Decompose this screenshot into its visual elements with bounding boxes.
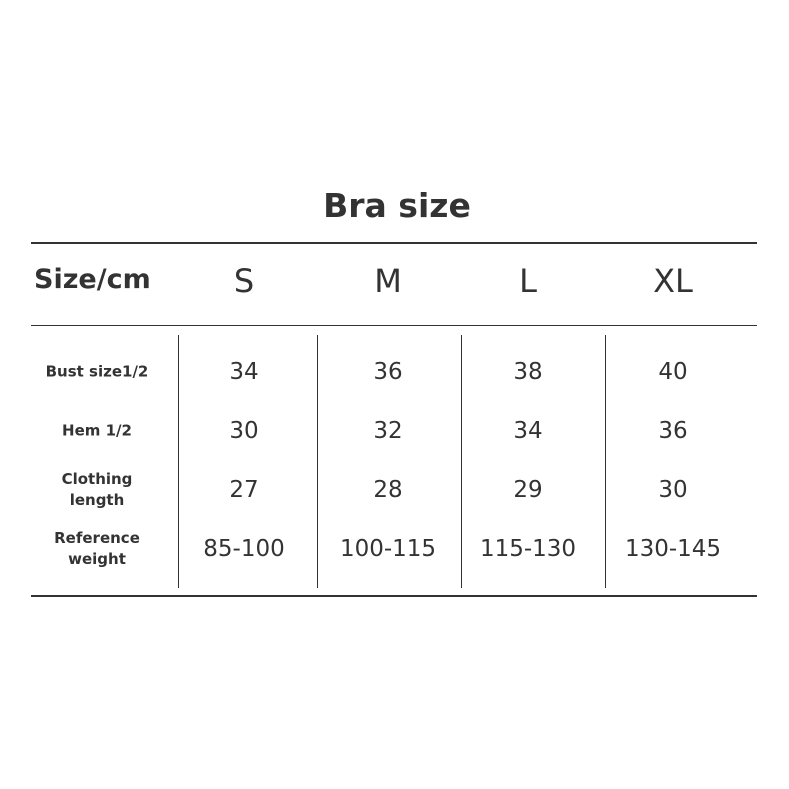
row-label: Bust size1/2	[45, 362, 149, 381]
table-cell: 28	[373, 477, 403, 503]
table-cell: 27	[229, 477, 259, 503]
column-header-xl: XL	[653, 262, 693, 300]
table-cell: 30	[229, 418, 259, 444]
row-label: Hem 1/2	[62, 421, 132, 440]
page-title: Bra size	[323, 186, 471, 225]
header-rule	[31, 325, 757, 326]
column-divider	[605, 335, 606, 588]
row-label: Clothing length	[61, 470, 133, 509]
table-cell: 40	[658, 359, 688, 385]
table-cell: 29	[513, 477, 543, 503]
table-cell: 34	[513, 418, 543, 444]
column-divider	[461, 335, 462, 588]
table-cell: 34	[229, 359, 259, 385]
table-cell: 115-130	[479, 536, 577, 562]
table-top-rule	[31, 242, 757, 244]
row-label: Reference weight	[54, 529, 140, 568]
table-cell: 32	[373, 418, 403, 444]
column-header-l: L	[519, 262, 537, 300]
column-divider	[178, 335, 179, 588]
column-header-m: M	[374, 262, 402, 300]
column-header-s: S	[233, 262, 255, 300]
column-divider	[317, 335, 318, 588]
table-bottom-rule	[31, 595, 757, 597]
table-cell: 36	[658, 418, 688, 444]
table-cell: 100-115	[339, 536, 437, 562]
table-cell: 85-100	[203, 536, 285, 562]
corner-header: Size/cm	[34, 264, 151, 295]
table-cell: 38	[513, 359, 543, 385]
table-cell: 36	[373, 359, 403, 385]
table-cell: 130-145	[624, 536, 722, 562]
table-cell: 30	[658, 477, 688, 503]
